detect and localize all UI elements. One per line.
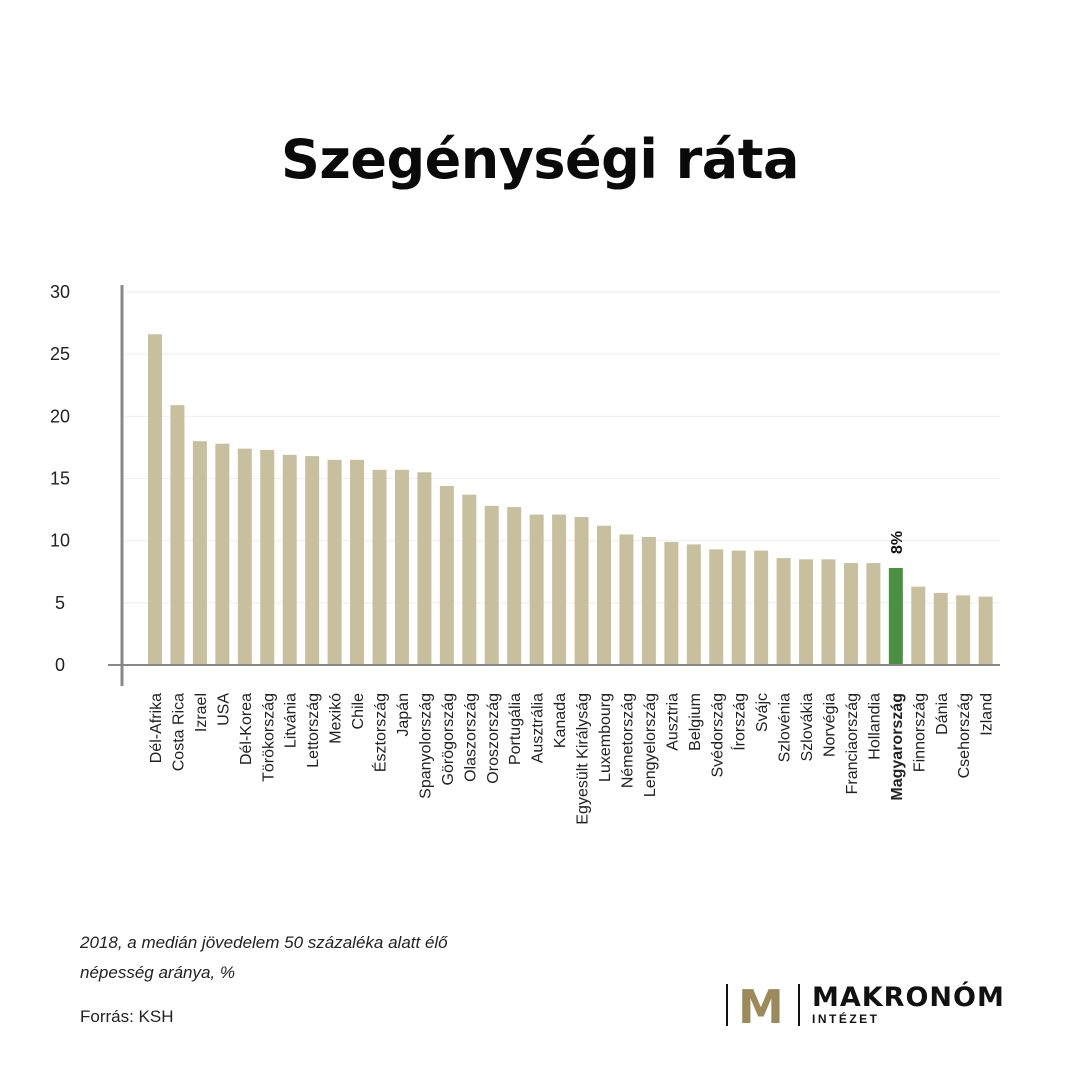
bar [484, 505, 499, 665]
x-tick-label: Észtország [371, 693, 390, 772]
bar [529, 514, 544, 665]
bar [843, 563, 858, 665]
x-tick-label: Mexikó [328, 693, 345, 744]
y-tick-labels: 0 5 10 15 20 25 30 [50, 282, 70, 675]
x-tick-label: Oroszország [485, 693, 502, 784]
bar [956, 595, 971, 665]
bar [394, 469, 409, 665]
x-tick-label: Németország [619, 693, 636, 788]
bar [215, 443, 230, 665]
y-tick-label: 25 [50, 344, 70, 364]
bar [776, 558, 791, 665]
x-tick-label: Norvégia [822, 693, 839, 757]
bar [574, 517, 589, 665]
x-tick-label: Lettország [305, 693, 322, 768]
bar [686, 544, 701, 665]
x-tick-label: Ausztria [664, 693, 681, 751]
x-tick-label: Olaszország [462, 693, 479, 782]
bar [641, 536, 656, 665]
bars: 8% [148, 334, 993, 665]
logo-name: MAKRONÓM [812, 982, 1005, 1013]
x-tick-label: Spanyolország [417, 693, 434, 799]
x-tick-label: Egyesült Királyság [575, 693, 592, 825]
bar [799, 559, 814, 665]
x-tick-labels: Dél-Afrika Costa Rica Izrael USA Dél-Korea Tö… [148, 693, 996, 825]
x-tick-label: Luxembourg [597, 693, 614, 782]
x-tick-label: Hollandia [866, 693, 883, 760]
bar [664, 541, 679, 665]
x-tick-label: Dél-Korea [238, 693, 255, 765]
makronom-logo: M MAKRONÓM INTÉZET [726, 980, 1006, 1034]
x-tick-label: Finnország [911, 693, 928, 772]
bar [282, 454, 297, 665]
x-tick-label: Belgium [687, 693, 704, 751]
y-tick-label: 15 [50, 469, 70, 489]
bar [350, 459, 365, 665]
x-tick-label: Izrael [193, 693, 210, 732]
logo-subtitle: INTÉZET [812, 1012, 880, 1026]
x-tick-label: Szlovákia [799, 693, 816, 762]
bar [462, 494, 477, 665]
y-tick-label: 10 [50, 531, 70, 551]
chart-note-line1: 2018, a medián jövedelem 50 százaléka al… [80, 933, 448, 952]
x-tick-label: Dánia [934, 693, 951, 735]
x-tick-label: Litvánia [283, 693, 300, 748]
bar [888, 568, 903, 665]
bar [731, 550, 746, 665]
bar [260, 449, 275, 665]
x-tick-label: Japán [395, 693, 412, 737]
x-tick-label: Chile [350, 693, 367, 730]
x-tick-label: Izland [979, 693, 996, 736]
x-tick-label: Törökország [260, 693, 277, 782]
source-label: Forrás: KSH [80, 1007, 174, 1026]
x-tick-label: Magyarország [889, 693, 906, 801]
bar [148, 334, 162, 665]
bar [552, 514, 567, 665]
x-tick-label: Lengyelország [642, 693, 659, 797]
x-tick-label: Svájc [754, 693, 771, 732]
x-tick-label: Costa Rica [170, 693, 187, 771]
data-label-highlight: 8% [889, 531, 906, 554]
logo-divider-left [726, 984, 728, 1026]
bar [754, 550, 769, 665]
bar [192, 441, 207, 665]
bar [417, 472, 432, 665]
bar [619, 534, 634, 665]
x-tick-label: Szlovénia [777, 693, 794, 762]
x-tick-label: Svédország [709, 693, 726, 778]
y-tick-label: 0 [55, 655, 65, 675]
bar [170, 405, 185, 665]
x-tick-label: USA [215, 693, 232, 726]
bar [911, 586, 926, 665]
x-tick-label: Írország [730, 693, 749, 751]
x-tick-label: Görögország [440, 693, 457, 786]
y-tick-label: 20 [50, 406, 70, 426]
logo-mark: M [738, 980, 784, 1034]
x-tick-label: Dél-Afrika [148, 693, 165, 763]
x-tick-label: Portugália [507, 693, 524, 765]
bar [933, 592, 948, 665]
bar [237, 448, 252, 665]
bar [372, 469, 387, 665]
y-tick-label: 5 [55, 593, 65, 613]
bar [439, 485, 454, 665]
x-tick-label: Ausztrália [530, 693, 547, 763]
chart-note-line2: népesség aránya, % [80, 963, 235, 982]
y-tick-label: 30 [50, 282, 70, 302]
bar [821, 559, 836, 665]
bar-chart: 8% 0 5 10 15 20 25 30 Dél-Afrika Costa Rica Izra… [50, 282, 1000, 825]
bar [978, 596, 993, 665]
bar [866, 563, 881, 665]
bar [507, 507, 522, 665]
page-title: Szegénységi ráta [281, 128, 799, 191]
bar [327, 459, 342, 665]
logo-divider-right [798, 984, 800, 1026]
x-tick-label: Kanada [552, 693, 569, 748]
bar [597, 525, 611, 665]
bar [305, 456, 320, 665]
x-tick-label: Franciaország [844, 693, 861, 794]
x-tick-label: Csehország [956, 693, 973, 778]
bar [709, 549, 724, 665]
